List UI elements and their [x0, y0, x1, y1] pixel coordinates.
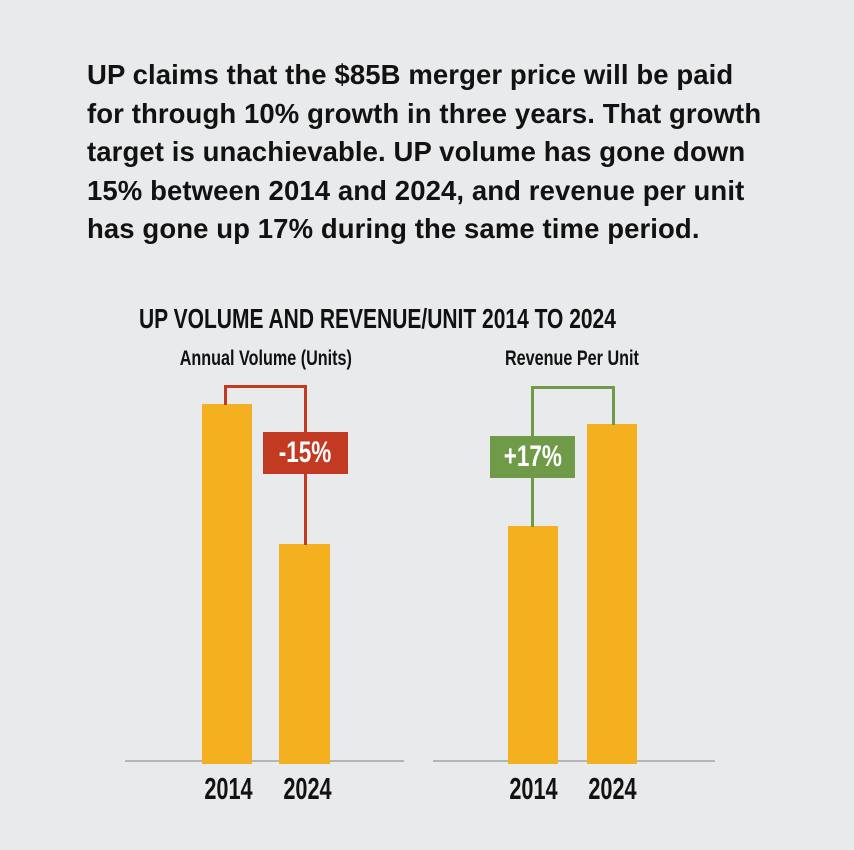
revenue-chart-baseline [433, 760, 715, 762]
intro-line-2: for through 10% growth in three years. T… [87, 97, 762, 129]
chart-title: UP VOLUME AND REVENUE/UNIT 2014 TO 2024 [139, 303, 616, 334]
volume-chart-subtitle-text: Annual Volume (Units) [179, 347, 353, 370]
volume-year-label-2024: 2024 [262, 771, 352, 807]
volume-bar-2014 [202, 404, 252, 764]
revenue-year-label-2024: 2024 [567, 771, 657, 807]
revenue-bracket-horizontal-line [531, 386, 615, 389]
intro-paragraph: UP claims that the $85B merger price wil… [87, 56, 787, 249]
volume-year-label-2014-text: 2014 [203, 771, 253, 806]
revenue-chart-subtitle-text: Revenue Per Unit [505, 347, 639, 370]
volume-chart-subtitle: Annual Volume (Units) [126, 347, 406, 371]
revenue-chart-subtitle: Revenue Per Unit [432, 347, 712, 371]
volume-change-badge: -15% [263, 432, 348, 474]
volume-chart-baseline [125, 760, 404, 762]
volume-year-label-2024-text: 2024 [282, 771, 332, 806]
revenue-change-badge: +17% [490, 436, 575, 478]
volume-bar-2024 [279, 544, 330, 764]
revenue-year-label-2014-text: 2014 [508, 771, 558, 806]
intro-line-1: UP claims that the $85B merger price wil… [87, 59, 734, 90]
volume-change-badge-text: -15% [279, 436, 332, 469]
revenue-change-badge-text: +17% [503, 440, 562, 473]
revenue-bracket-right-drop-line [612, 386, 615, 425]
volume-year-label-2014: 2014 [183, 771, 273, 807]
revenue-year-label-2024-text: 2024 [587, 771, 637, 806]
volume-bracket-horizontal-line [224, 385, 307, 388]
revenue-year-label-2014: 2014 [488, 771, 578, 807]
intro-line-4: 15% between 2014 and 2024, and revenue p… [87, 174, 745, 206]
intro-line-3: target is unachievable. UP volume has go… [87, 136, 746, 168]
revenue-bar-2024 [587, 424, 637, 764]
intro-line-5: has gone up 17% during the same time per… [87, 213, 700, 245]
revenue-bar-2014 [508, 526, 558, 764]
volume-bracket-left-drop-line [224, 385, 227, 405]
